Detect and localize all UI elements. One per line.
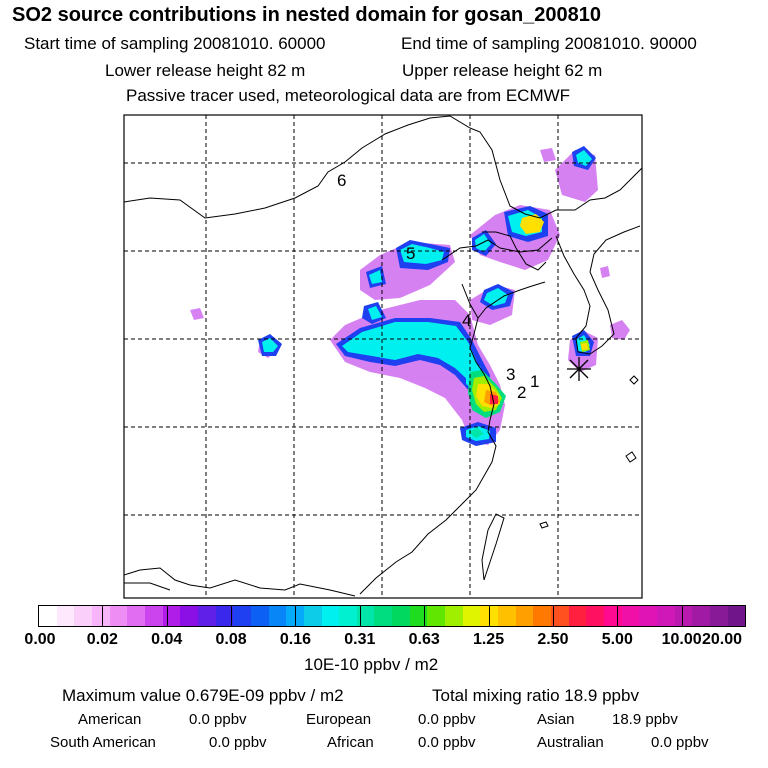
colorbar-cell <box>91 606 110 626</box>
region-name-south-american: South American <box>50 734 156 751</box>
colorbar-label: 0.00 <box>24 631 56 648</box>
coastlines <box>124 115 642 597</box>
map-frame <box>123 114 643 599</box>
colorbar-label: 0.08 <box>215 631 247 648</box>
colorbar-cell <box>709 606 728 626</box>
colorbar-label: 0.04 <box>151 631 183 648</box>
region-name-european: European <box>306 711 372 728</box>
region-name-african: African <box>327 734 374 751</box>
colorbar-label: 2.50 <box>537 631 569 648</box>
region-name-australian: Australian <box>537 734 604 751</box>
region-value-european: 0.0 ppbv <box>418 711 476 728</box>
colorbar-cell <box>374 606 393 626</box>
colorbar-cell <box>39 606 57 626</box>
colorbar-unit: 10E-10 ppbv / m2 <box>304 655 439 674</box>
colorbar-cell <box>74 606 92 626</box>
colorbar-cell <box>551 606 569 626</box>
colorbar-cell <box>215 606 234 626</box>
region-value-african: 0.0 ppbv <box>418 734 476 751</box>
region-value-american: 0.0 ppbv <box>189 711 247 728</box>
colorbar-cell <box>127 606 145 626</box>
colorbar-cell <box>162 606 181 626</box>
source-label-6: 6 <box>337 171 346 190</box>
colorbar-cell <box>656 606 675 626</box>
colorbar-label: 20.00 <box>701 631 743 648</box>
colorbar-cell <box>356 606 375 626</box>
colorbar-cell <box>533 606 552 626</box>
colorbar <box>38 605 746 627</box>
colorbar-cell <box>480 606 499 626</box>
colorbar-label: 0.02 <box>86 631 118 648</box>
source-label-5: 5 <box>406 244 415 263</box>
colorbar-cell <box>586 606 604 626</box>
colorbar-cell <box>144 606 163 626</box>
colorbar-cell <box>727 606 746 626</box>
colorbar-cell <box>197 606 216 626</box>
region-name-american: American <box>78 711 142 728</box>
colorbar-cell <box>233 606 251 626</box>
plot-title: SO2 source contributions in nested domai… <box>12 4 602 26</box>
region-value-asian: 18.9 ppbv <box>612 711 678 728</box>
colorbar-label: 0.16 <box>279 631 312 648</box>
colorbar-cell <box>462 606 481 626</box>
map-panel: 6 5 4 3 2 1 <box>123 114 643 599</box>
colorbar-cell <box>286 606 304 626</box>
colorbar-cell <box>427 606 446 626</box>
tracer-note: Passive tracer used, meteorological data… <box>126 86 571 105</box>
colorbar-cell <box>604 606 622 626</box>
lower-release-height: Lower release height 82 m <box>105 61 306 80</box>
colorbar-label: 0.63 <box>408 631 440 648</box>
colorbar-cell <box>303 606 322 626</box>
colorbar-cell <box>321 606 340 626</box>
colorbar-cell <box>568 606 587 626</box>
concentration-field <box>190 146 630 446</box>
source-label-4: 4 <box>462 311 471 330</box>
colorbar-cell <box>515 606 534 626</box>
colorbar-cell <box>392 606 410 626</box>
colorbar-cell <box>692 606 710 626</box>
source-label-3: 3 <box>506 365 515 384</box>
colorbar-label: 1.25 <box>472 631 505 648</box>
region-value-south-american: 0.0 ppbv <box>209 734 267 751</box>
colorbar-cell <box>674 606 693 626</box>
colorbar-cell <box>56 606 75 626</box>
colorbar-cell <box>639 606 657 626</box>
colorbar-label: 5.00 <box>601 631 633 648</box>
colorbar-cell <box>250 606 269 626</box>
colorbar-label: 10.00 <box>661 631 702 648</box>
colorbar-cell <box>180 606 198 626</box>
upper-release-height: Upper release height 62 m <box>402 61 603 80</box>
region-name-asian: Asian <box>537 711 575 728</box>
colorbar-cell <box>109 606 128 626</box>
colorbar-cell <box>409 606 428 626</box>
total-mixing-ratio: Total mixing ratio 18.9 ppbv <box>432 686 639 705</box>
max-value: Maximum value 0.679E-09 ppbv / m2 <box>62 686 344 705</box>
colorbar-cell <box>621 606 640 626</box>
colorbar-cell <box>339 606 357 626</box>
colorbar-cell <box>445 606 463 626</box>
source-label-2: 2 <box>517 383 526 402</box>
graticule <box>124 115 642 598</box>
receptor-marker <box>567 357 591 381</box>
end-time: End time of sampling 20081010. 90000 <box>401 34 697 53</box>
colorbar-label: 0.31 <box>344 631 376 648</box>
region-value-australian: 0.0 ppbv <box>651 734 709 751</box>
source-label-1: 1 <box>530 372 539 391</box>
colorbar-cell <box>498 606 516 626</box>
start-time: Start time of sampling 20081010. 60000 <box>24 34 326 53</box>
colorbar-cell <box>268 606 287 626</box>
